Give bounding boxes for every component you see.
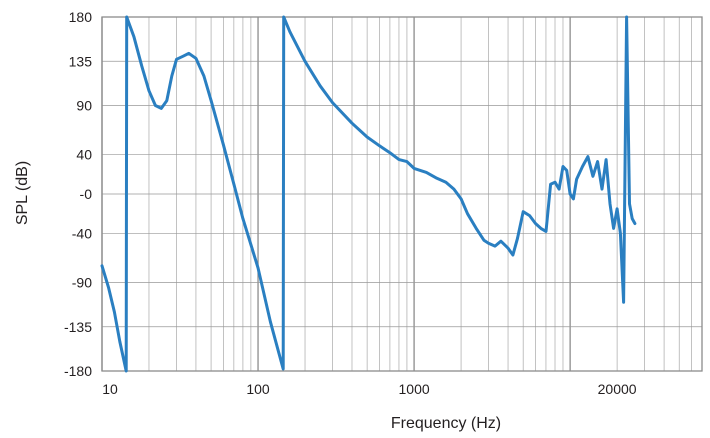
plot-frame bbox=[101, 16, 703, 372]
y-tick-label: -0 bbox=[80, 186, 93, 202]
y-tick-label: 180 bbox=[69, 9, 93, 25]
y-axis-ticks: 180 135 90 40 -0 -40 -90 -135 -180 bbox=[64, 9, 92, 379]
series-line bbox=[100, 15, 637, 373]
y-tick-label: 40 bbox=[76, 147, 92, 163]
x-axis-ticks: 10 100 1000 20000 bbox=[102, 381, 637, 397]
y-tick-label: 135 bbox=[69, 53, 93, 69]
y-axis-label: SPL (dB) bbox=[14, 161, 31, 225]
x-tick-label: 100 bbox=[246, 381, 270, 397]
x-tick-label: 10 bbox=[102, 381, 118, 397]
x-tick-label: 20000 bbox=[598, 381, 637, 397]
y-tick-label: -90 bbox=[72, 275, 92, 291]
y-tick-label: -40 bbox=[72, 225, 92, 241]
x-tick-label: 1000 bbox=[399, 381, 430, 397]
y-tick-label: -180 bbox=[64, 363, 92, 379]
plot-area bbox=[100, 15, 637, 373]
grid bbox=[101, 16, 703, 372]
y-tick-label: 90 bbox=[76, 98, 92, 114]
y-tick-label: -135 bbox=[64, 319, 92, 335]
x-axis-label: Frequency (Hz) bbox=[391, 415, 501, 432]
